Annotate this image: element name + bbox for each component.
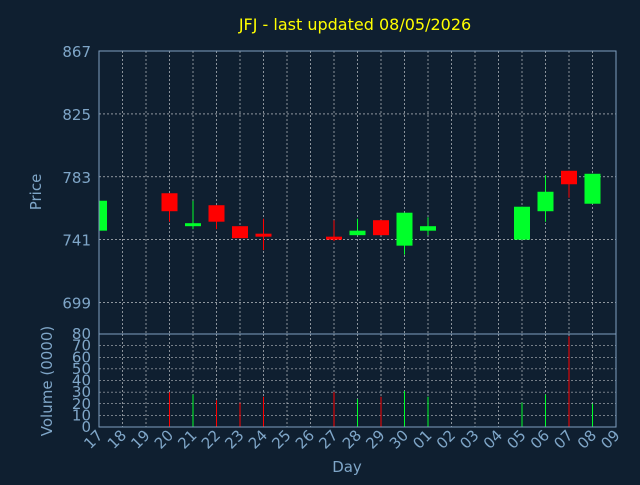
x-axis-label: Day [332,458,362,476]
price-tick-label: 783 [62,169,91,187]
candle-body [514,206,530,240]
candle-body [396,212,413,246]
volume-panel-frame [98,333,617,428]
volume-tick-label: 50 [72,360,91,378]
volume-tick-label: 20 [72,395,91,413]
volume-tick-label: 0 [81,418,91,436]
chart-title: JFJ - last updated 08/05/2026 [238,15,471,34]
candle-body [349,230,366,236]
volume-tick-label: 10 [72,406,91,424]
candle-body [99,200,107,231]
volume-tick-label: 30 [72,383,91,401]
volume-tick-label: 60 [72,348,91,366]
candle-body [326,236,342,240]
price-axis-label: Price [27,174,45,211]
candle-body [161,193,178,212]
volume-tick-label: 40 [72,372,91,390]
price-tick-label: 825 [62,106,91,124]
candles [98,170,601,255]
candle-body [208,205,225,222]
volume-axis-label: Volume (0000) [38,326,56,436]
candle-body [232,226,248,239]
candle-body [255,233,272,237]
price-tick-label: 867 [62,43,91,61]
volume-bars [169,336,593,427]
candle-body [185,223,201,227]
price-tick-label: 699 [62,295,91,313]
candle-body [561,170,577,185]
price-tick-label: 741 [62,232,91,250]
candle-body [537,191,554,212]
volume-tick-label: 70 [72,337,91,355]
candle-body [420,226,436,231]
volume-tick-label: 80 [72,325,91,343]
candle-body [584,173,601,204]
candle-body [373,220,389,236]
